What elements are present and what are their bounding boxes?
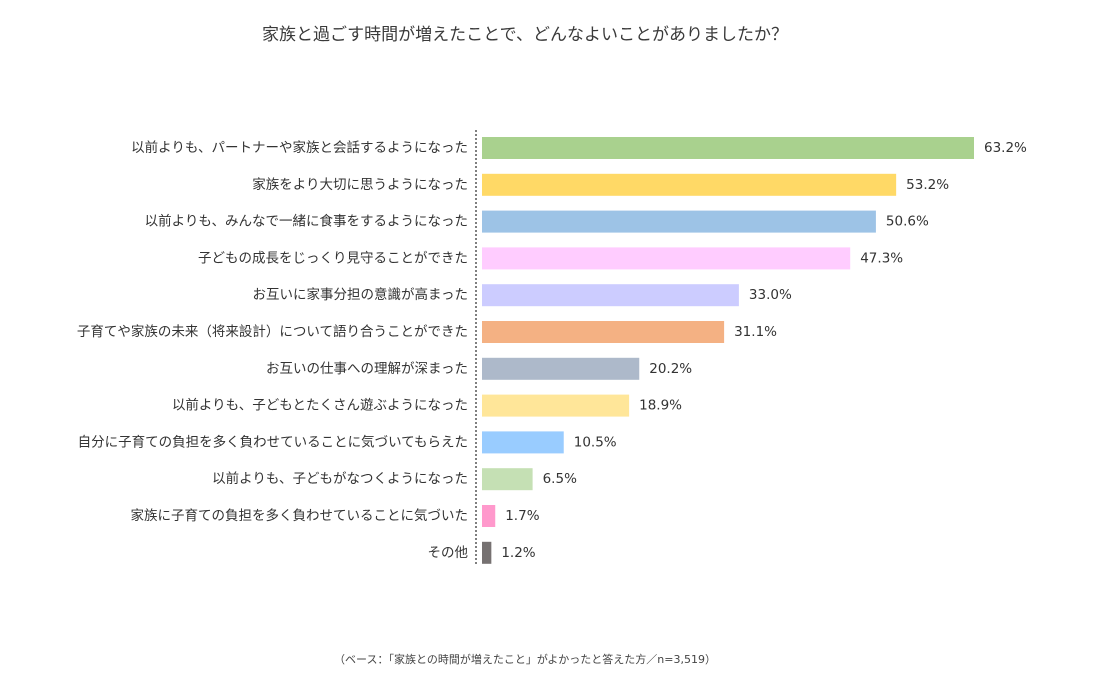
value-label: 31.1% [734, 324, 777, 340]
bar [482, 321, 725, 343]
category-label: お互いの仕事への理解が深まった [266, 361, 468, 377]
category-label: 以前よりも、子どもがなつくようになった [212, 470, 468, 487]
value-label: 10.5% [574, 434, 617, 450]
value-label: 6.5% [543, 471, 577, 487]
value-label: 1.7% [505, 508, 539, 524]
bar [482, 357, 640, 380]
bar [482, 137, 974, 159]
bar [482, 284, 739, 307]
value-label: 63.2% [984, 140, 1027, 156]
bar [482, 468, 533, 491]
category-label: 以前よりも、パートナーや家族と会話するようになった [131, 139, 468, 156]
value-label: 1.2% [501, 545, 535, 561]
value-label: 53.2% [906, 177, 949, 193]
chart-title: 家族と過ごす時間が増えたことで、どんなよいことがありましたか？ [262, 25, 788, 45]
value-label: 18.9% [639, 398, 682, 414]
category-label: お互いに家事分担の意識が高まった [253, 286, 468, 303]
category-label: 子どもの成長をじっくり見守ることができた [198, 250, 468, 266]
category-label: 自分に子育ての負担を多く負わせていることに気づいてもらえた [78, 433, 468, 450]
category-label: 家族をより大切に思うようになった [252, 176, 468, 193]
value-label: 47.3% [860, 250, 903, 266]
bar [482, 431, 564, 454]
category-label: その他 [428, 545, 469, 561]
category-label: 以前よりも、子どもとたくさん遊ぶようになった [172, 397, 468, 414]
category-label: 以前よりも、みんなで一緒に食事をするようになった [145, 213, 468, 230]
bar [482, 541, 492, 564]
bar [482, 210, 876, 233]
value-label: 20.2% [649, 361, 692, 377]
bar [482, 247, 851, 270]
chart-footnote: （ベース：「家族との時間が増えたこと」がよかったと答えた方／n=3,519） [334, 653, 716, 666]
value-label: 33.0% [749, 287, 792, 303]
bar [482, 394, 630, 417]
category-label: 家族に子育ての負担を多く負わせていることに気づいた [131, 507, 469, 524]
value-label: 50.6% [886, 214, 929, 230]
bar-chart: 以前よりも、パートナーや家族と会話するようになった 63.2% 家族をより大切に思う… [77, 130, 1027, 566]
category-label: 子育てや家族の未来（将来設計）について語り合うことができた [77, 323, 468, 340]
bar [482, 173, 897, 196]
bar [482, 505, 496, 527]
